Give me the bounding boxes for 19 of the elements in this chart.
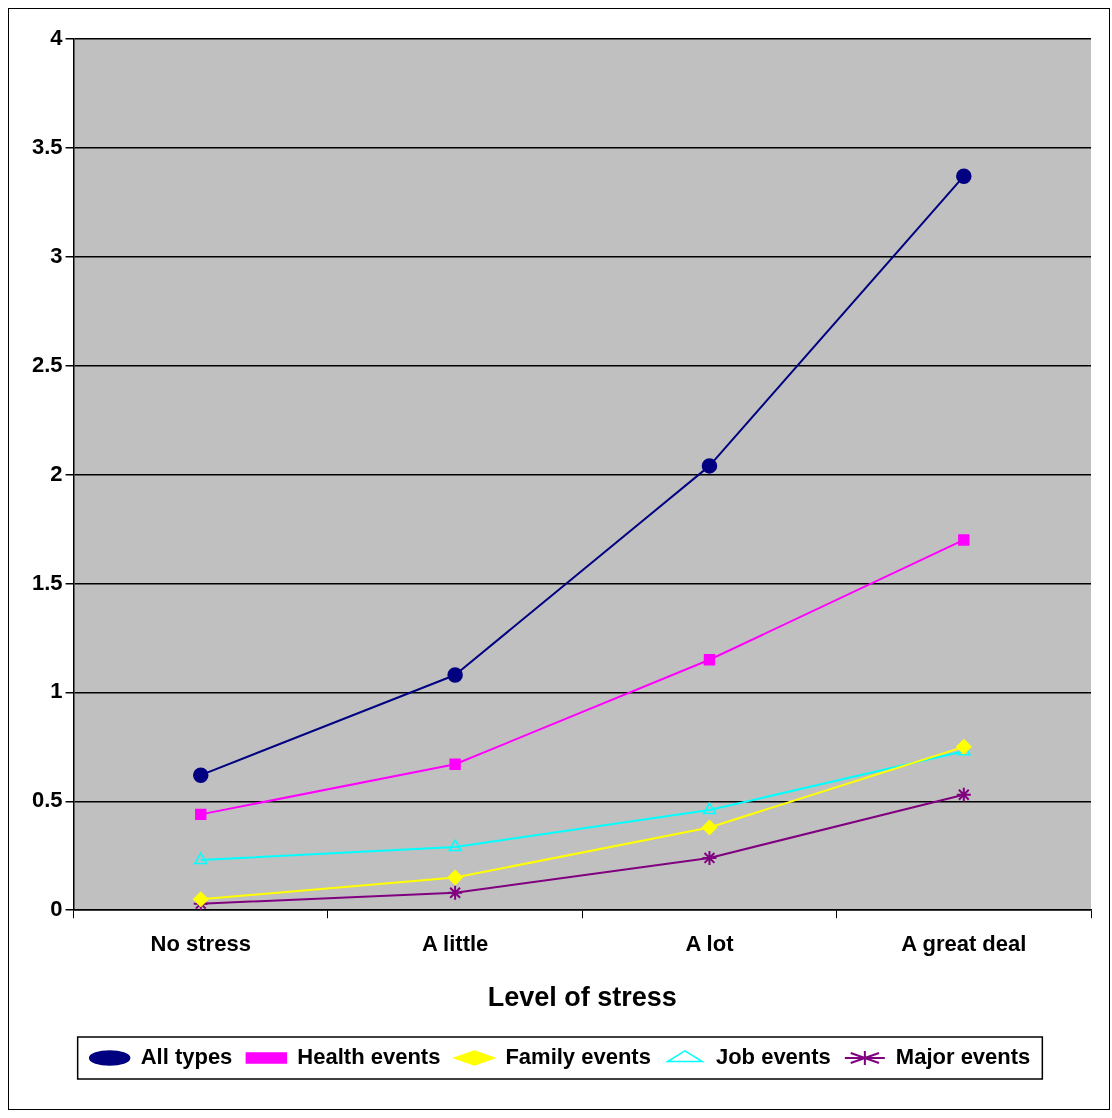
x-tick-label: A little [421,931,489,957]
x-axis-title: Level of stress [487,982,677,1013]
y-tick-label: 3.5 [31,133,63,159]
legend-label: Job events [715,1044,831,1070]
x-tick-label: A lot [685,931,735,957]
x-tick-label: A great deal [901,931,1027,957]
legend-label: Major events [895,1044,1031,1070]
y-tick-label: 2 [50,460,63,486]
x-tick-label: No stress [150,931,251,957]
legend-label: Health events [297,1044,441,1070]
legend-label: Family events [505,1044,651,1070]
y-tick-label: 3 [50,242,63,268]
y-tick-label: 2.5 [31,351,63,377]
legend-label: All types [140,1044,233,1070]
y-tick-label: 0.5 [31,787,63,813]
y-tick-label: 4 [50,25,64,51]
y-tick-label: 1 [50,678,63,704]
y-tick-label: 1.5 [31,569,63,595]
y-tick-label: 0 [50,896,63,922]
